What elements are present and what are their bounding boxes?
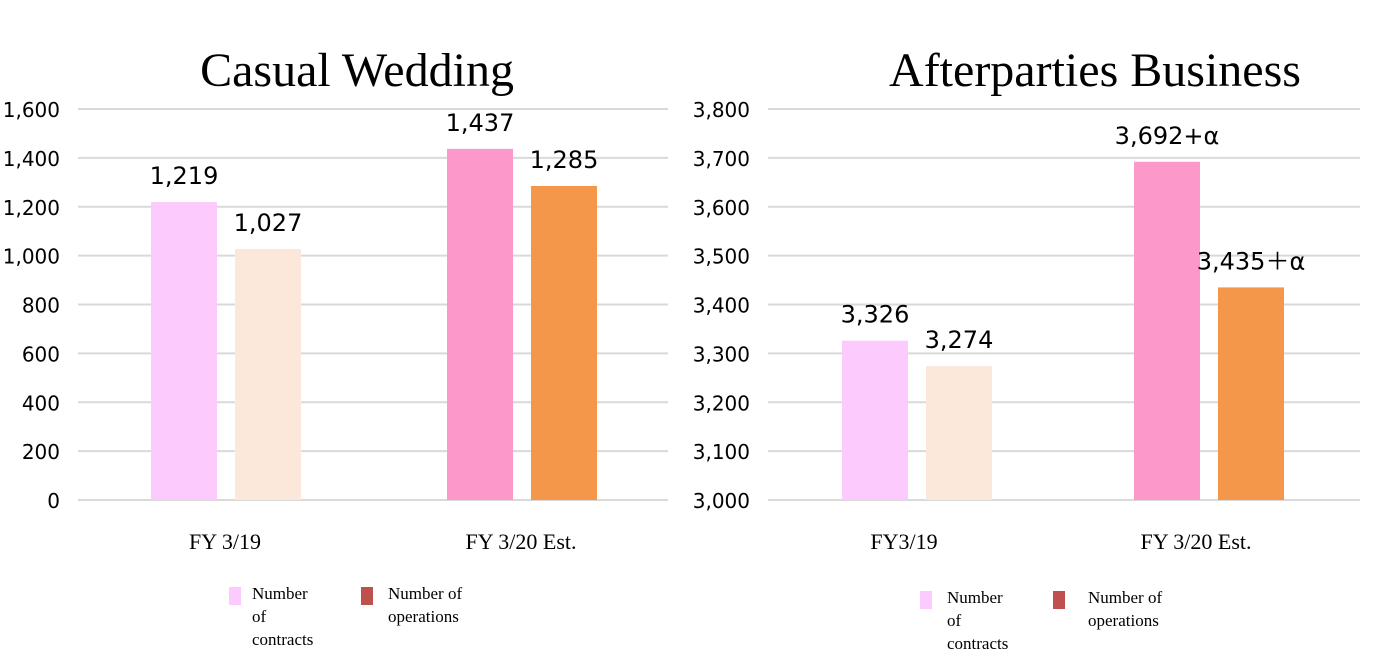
y-tick-label: 800	[22, 294, 60, 318]
data-label: 1,437	[446, 109, 515, 137]
legend-label: of	[252, 607, 267, 626]
x-category-label: FY 3/20 Est.	[465, 529, 576, 554]
y-tick-label: 3,800	[693, 98, 750, 122]
y-tick-label: 3,600	[693, 196, 750, 220]
data-label: 3,435＋α	[1197, 247, 1306, 275]
y-tick-label: 3,100	[693, 440, 750, 464]
data-label: 3,326	[841, 301, 910, 329]
y-tick-label: 200	[22, 440, 60, 464]
legend-swatch	[920, 591, 932, 609]
y-tick-label: 3,500	[693, 245, 750, 269]
data-label: 3,274	[925, 326, 994, 354]
bar	[1218, 287, 1284, 500]
data-label: 1,027	[234, 209, 303, 237]
y-tick-label: 400	[22, 391, 60, 415]
legend-swatch	[229, 587, 241, 605]
bar	[531, 185, 597, 500]
legend-label: Number	[947, 588, 1003, 607]
legend-label: operations	[1088, 611, 1159, 630]
bar	[842, 340, 908, 500]
y-tick-label: 3,000	[693, 489, 750, 513]
data-label: 1,285	[530, 146, 599, 174]
bar	[1134, 161, 1200, 500]
y-tick-label: 3,300	[693, 342, 750, 366]
data-label: 1,219	[150, 162, 219, 190]
legend-label: Number	[252, 584, 308, 603]
chart-title: Afterparties Business	[889, 44, 1301, 97]
y-tick-label: 1,200	[3, 196, 60, 220]
x-category-label: FY 3/19	[189, 529, 261, 554]
legend-swatch	[1053, 591, 1065, 609]
legend-label: Number of	[1088, 588, 1162, 607]
bar	[235, 249, 301, 500]
data-label: 3,692+α	[1115, 122, 1220, 150]
y-tick-label: 3,200	[693, 391, 750, 415]
legend-swatch	[361, 587, 373, 605]
y-tick-label: 0	[47, 489, 60, 513]
y-tick-label: 1,600	[3, 98, 60, 122]
y-tick-label: 1,400	[3, 147, 60, 171]
legend-label: Number of	[388, 584, 462, 603]
y-tick-label: 3,400	[693, 294, 750, 318]
y-tick-label: 600	[22, 342, 60, 366]
legend-label: of	[947, 611, 962, 630]
bar	[151, 202, 217, 500]
bar	[926, 366, 992, 500]
legend-label: contracts	[252, 630, 313, 649]
chart-title: Casual Wedding	[200, 44, 514, 97]
y-tick-label: 3,700	[693, 147, 750, 171]
afterparties-business-chart: Afterparties Business 3,000 3,100 3,200 3,3…	[693, 44, 1360, 653]
legend-label: contracts	[947, 634, 1008, 653]
x-category-label: FY 3/20 Est.	[1140, 529, 1251, 554]
y-tick-label: 1,000	[3, 245, 60, 269]
casual-wedding-chart: Casual Wedding 0 200 400 600 800 1,000 1,200 1,…	[3, 44, 668, 649]
legend-label: operations	[388, 607, 459, 626]
bar	[447, 148, 513, 500]
x-category-label: FY3/19	[870, 529, 937, 554]
